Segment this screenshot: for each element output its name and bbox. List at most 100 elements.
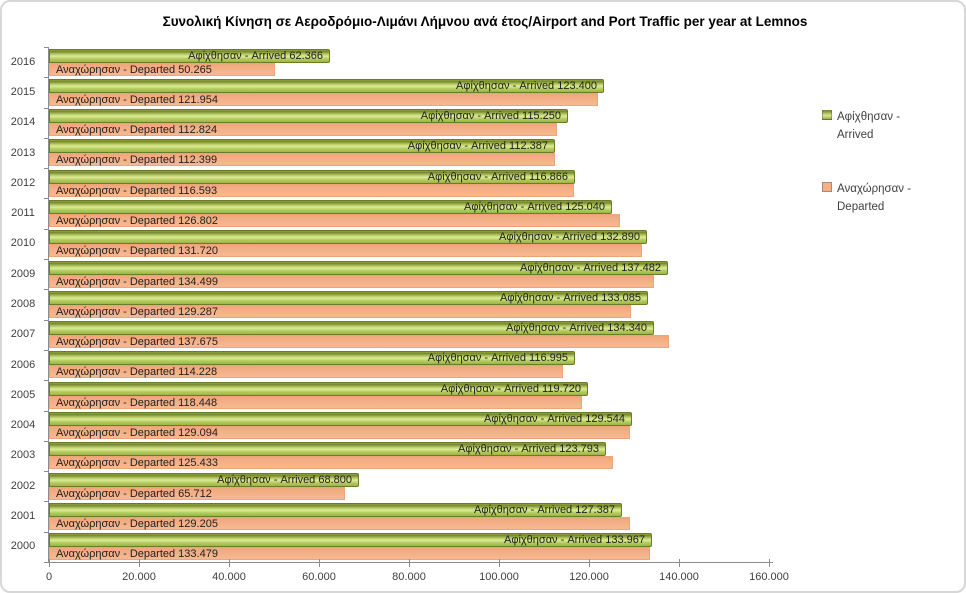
bar-label-arrived-2012: Αφίχθησαν - Arrived 116.866 bbox=[427, 171, 568, 183]
bar-arrived-2003[interactable]: Αφίχθησαν - Arrived 123.793 bbox=[49, 442, 606, 456]
bar-arrived-2001[interactable]: Αφίχθησαν - Arrived 127.387 bbox=[49, 503, 622, 517]
bar-arrived-2011[interactable]: Αφίχθησαν - Arrived 125.040 bbox=[49, 200, 612, 214]
bar-label-arrived-2005: Αφίχθησαν - Arrived 119.720 bbox=[440, 383, 581, 395]
bar-departed-2009[interactable]: Αναχώρησαν - Departed 134.499 bbox=[49, 275, 654, 288]
departed-swatch-icon bbox=[822, 182, 832, 192]
x-axis-label-0: 0 bbox=[45, 571, 53, 583]
x-axis-tick bbox=[589, 559, 590, 567]
legend-item-departed[interactable]: Αναχώρησαν - Departed bbox=[822, 180, 952, 216]
y-axis-tick bbox=[44, 471, 49, 472]
bar-label-arrived-2010: Αφίχθησαν - Arrived 132.890 bbox=[498, 231, 640, 243]
bar-label-arrived-2009: Αφίχθησαν - Arrived 137.482 bbox=[519, 262, 661, 274]
bar-arrived-2002[interactable]: Αφίχθησαν - Arrived 68.800 bbox=[49, 473, 359, 487]
x-axis-label-100.000: 100.000 bbox=[479, 571, 519, 583]
y-axis-tick bbox=[44, 47, 49, 48]
bar-arrived-2006[interactable]: Αφίχθησαν - Arrived 116.995 bbox=[49, 351, 575, 365]
bar-label-arrived-2006: Αφίχθησαν - Arrived 116.995 bbox=[427, 352, 568, 364]
bar-arrived-2014[interactable]: Αφίχθησαν - Arrived 115.250 bbox=[49, 109, 568, 123]
x-axis-tick bbox=[49, 559, 50, 567]
bar-departed-2006[interactable]: Αναχώρησαν - Departed 114.228 bbox=[49, 365, 563, 378]
y-axis-tick bbox=[44, 108, 49, 109]
x-axis-label-60.000: 60.000 bbox=[302, 571, 336, 583]
category-label-2007: 2007 bbox=[10, 328, 36, 340]
bar-label-departed-2004: Αναχώρησαν - Departed 129.094 bbox=[56, 426, 218, 439]
bar-label-arrived-2014: Αφίχθησαν - Arrived 115.250 bbox=[420, 110, 561, 122]
x-axis-label-80.000: 80.000 bbox=[392, 571, 426, 583]
bar-arrived-2007[interactable]: Αφίχθησαν - Arrived 134.340 bbox=[49, 321, 654, 335]
bar-departed-2016[interactable]: Αναχώρησαν - Departed 50.265 bbox=[49, 63, 275, 76]
category-label-2011: 2011 bbox=[11, 207, 35, 219]
bar-arrived-2009[interactable]: Αφίχθησαν - Arrived 137.482 bbox=[49, 261, 668, 275]
bar-arrived-2012[interactable]: Αφίχθησαν - Arrived 116.866 bbox=[49, 170, 575, 184]
bar-departed-2000[interactable]: Αναχώρησαν - Departed 133.479 bbox=[49, 547, 650, 560]
bar-departed-2008[interactable]: Αναχώρησαν - Departed 129.287 bbox=[49, 305, 631, 318]
bar-label-arrived-2007: Αφίχθησαν - Arrived 134.340 bbox=[505, 322, 647, 334]
y-axis-tick bbox=[44, 350, 49, 351]
x-axis-label-160.000: 160.000 bbox=[749, 571, 789, 583]
x-axis-tick bbox=[139, 559, 140, 567]
bar-departed-2012[interactable]: Αναχώρησαν - Departed 116.593 bbox=[49, 184, 574, 197]
bar-label-departed-2003: Αναχώρησαν - Departed 125.433 bbox=[56, 456, 218, 469]
bar-label-departed-2010: Αναχώρησαν - Departed 131.720 bbox=[56, 244, 218, 257]
bar-departed-2013[interactable]: Αναχώρησαν - Departed 112.399 bbox=[49, 153, 555, 166]
bar-arrived-2010[interactable]: Αφίχθησαν - Arrived 132.890 bbox=[49, 230, 647, 244]
category-label-2006: 2006 bbox=[10, 359, 36, 371]
y-axis-tick bbox=[44, 138, 49, 139]
bar-departed-2004[interactable]: Αναχώρησαν - Departed 129.094 bbox=[49, 426, 630, 439]
category-label-2000: 2000 bbox=[10, 540, 36, 552]
bar-arrived-2016[interactable]: Αφίχθησαν - Arrived 62.366 bbox=[49, 49, 330, 63]
category-label-2003: 2003 bbox=[10, 449, 36, 461]
y-axis-tick bbox=[44, 77, 49, 78]
bar-departed-2015[interactable]: Αναχώρησαν - Departed 121.954 bbox=[49, 93, 598, 106]
bar-label-departed-2016: Αναχώρησαν - Departed 50.265 bbox=[56, 63, 212, 76]
category-label-2010: 2010 bbox=[10, 237, 36, 249]
category-label-2015: 2015 bbox=[10, 86, 36, 98]
legend-item-arrived[interactable]: Αφίχθησαν - Arrived bbox=[822, 108, 952, 144]
x-axis-label-40.000: 40.000 bbox=[212, 571, 246, 583]
bar-arrived-2015[interactable]: Αφίχθησαν - Arrived 123.400 bbox=[49, 79, 604, 93]
bar-arrived-2004[interactable]: Αφίχθησαν - Arrived 129.544 bbox=[49, 412, 632, 426]
bar-label-departed-2011: Αναχώρησαν - Departed 126.802 bbox=[56, 214, 218, 227]
bar-arrived-2013[interactable]: Αφίχθησαν - Arrived 112.387 bbox=[49, 139, 555, 153]
bar-departed-2003[interactable]: Αναχώρησαν - Departed 125.433 bbox=[49, 456, 613, 469]
bar-departed-2001[interactable]: Αναχώρησαν - Departed 129.205 bbox=[49, 517, 630, 530]
y-axis-tick bbox=[44, 411, 49, 412]
y-axis-tick bbox=[44, 198, 49, 199]
bar-label-departed-2000: Αναχώρησαν - Departed 133.479 bbox=[56, 547, 218, 560]
bar-arrived-2005[interactable]: Αφίχθησαν - Arrived 119.720 bbox=[49, 382, 588, 396]
legend: Αφίχθησαν - Arrived Αναχώρησαν - Departe… bbox=[822, 108, 952, 252]
category-label-2012: 2012 bbox=[10, 177, 36, 189]
category-label-2016: 2016 bbox=[10, 56, 36, 68]
bar-label-departed-2009: Αναχώρησαν - Departed 134.499 bbox=[56, 275, 218, 288]
bar-departed-2010[interactable]: Αναχώρησαν - Departed 131.720 bbox=[49, 244, 642, 257]
legend-label-arrived: Αφίχθησαν - Arrived bbox=[837, 111, 901, 141]
y-axis-tick bbox=[44, 168, 49, 169]
bar-departed-2002[interactable]: Αναχώρησαν - Departed 65.712 bbox=[49, 487, 345, 500]
bar-label-arrived-2008: Αφίχθησαν - Arrived 133.085 bbox=[499, 292, 641, 304]
x-axis-tick bbox=[679, 559, 680, 567]
category-label-2014: 2014 bbox=[10, 116, 36, 128]
y-axis-tick bbox=[44, 441, 49, 442]
category-label-2008: 2008 bbox=[10, 298, 36, 310]
plot-area: 2016 Αφίχθησαν - Arrived 62.366 Αναχώρησαν… bbox=[2, 47, 964, 583]
y-axis-tick bbox=[44, 229, 49, 230]
bar-label-departed-2001: Αναχώρησαν - Departed 129.205 bbox=[56, 517, 218, 530]
bar-departed-2011[interactable]: Αναχώρησαν - Departed 126.802 bbox=[49, 214, 620, 227]
x-axis-label-120.000: 120.000 bbox=[569, 571, 609, 583]
chart-title: Συνολική Κίνηση σε Αεροδρόμιο-Λιμάνι Λήμ… bbox=[162, 14, 808, 29]
x-axis-label-20.000: 20.000 bbox=[122, 571, 156, 583]
bar-departed-2014[interactable]: Αναχώρησαν - Departed 112.824 bbox=[49, 123, 557, 136]
category-label-2009: 2009 bbox=[10, 268, 36, 280]
bar-label-arrived-2011: Αφίχθησαν - Arrived 125.040 bbox=[463, 201, 605, 213]
bar-label-departed-2002: Αναχώρησαν - Departed 65.712 bbox=[56, 487, 212, 500]
bar-label-departed-2013: Αναχώρησαν - Departed 112.399 bbox=[56, 153, 218, 166]
bar-label-departed-2007: Αναχώρησαν - Departed 137.675 bbox=[56, 335, 218, 348]
bar-arrived-2000[interactable]: Αφίχθησαν - Arrived 133.967 bbox=[49, 533, 652, 547]
y-axis-tick bbox=[44, 320, 49, 321]
bar-departed-2005[interactable]: Αναχώρησαν - Departed 118.448 bbox=[49, 396, 582, 409]
bar-label-departed-2006: Αναχώρησαν - Departed 114.228 bbox=[56, 365, 218, 378]
bar-label-departed-2005: Αναχώρησαν - Departed 118.448 bbox=[56, 396, 218, 409]
bar-label-departed-2015: Αναχώρησαν - Departed 121.954 bbox=[56, 93, 218, 106]
bar-departed-2007[interactable]: Αναχώρησαν - Departed 137.675 bbox=[49, 335, 669, 348]
bar-arrived-2008[interactable]: Αφίχθησαν - Arrived 133.085 bbox=[49, 291, 648, 305]
